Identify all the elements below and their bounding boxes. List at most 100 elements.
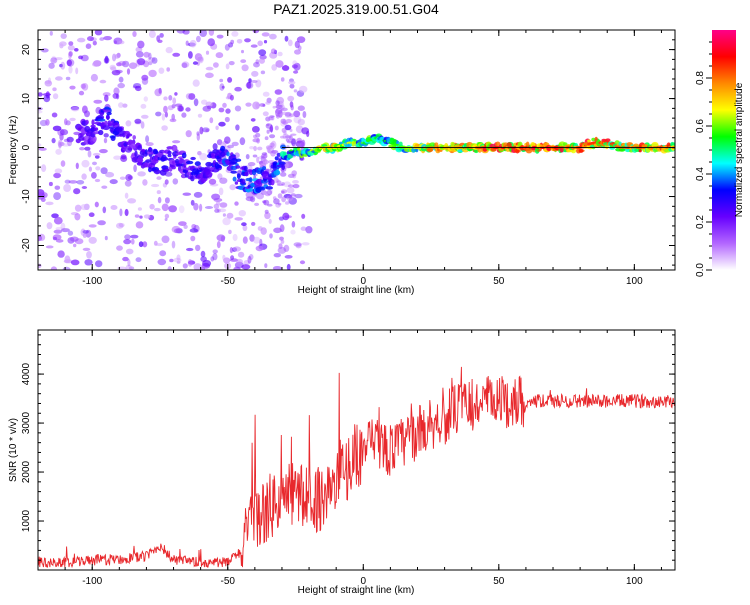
noise-blob [273,253,281,258]
noise-blob [261,32,270,37]
noise-blob [188,51,193,59]
noise-blob [301,213,306,219]
x-tick-label: 0 [360,576,366,587]
x-tick-label: 50 [493,576,505,587]
noise-blob [66,59,72,66]
noise-blob [262,159,269,165]
noise-blob [280,135,285,139]
ridge-blob [110,135,116,141]
snr-panel: -100 -50 0 50 100 1000 2000 3000 4000 Height of … [8,329,676,596]
noise-blob [124,180,132,187]
noise-blob [215,201,221,206]
noise-blob [200,266,205,270]
y-tick-label: 4000 [21,363,32,386]
noise-blob [268,126,273,132]
snr-series-line [38,366,675,569]
noise-blob [64,118,68,126]
noise-blob [57,250,65,258]
ridge-blob [148,146,153,153]
ridge-blob [248,177,253,183]
noise-blob [38,143,42,147]
noise-blob [273,227,282,234]
noise-blob [52,236,58,241]
noise-blob [242,236,248,244]
noise-blob [213,198,223,202]
noise-blob [159,250,167,257]
noise-blob [237,251,245,258]
noise-blob [291,64,298,69]
noise-blob [264,209,269,214]
noise-blob [226,212,234,219]
ridge-blob [190,156,196,161]
noise-blob [255,245,264,252]
noise-blob [102,92,111,97]
noise-blob [116,62,122,67]
noise-blob [92,61,101,67]
noise-blob [283,130,287,136]
snr-frame [37,329,676,571]
noise-blob [238,210,246,217]
noise-blob [228,61,235,66]
figure-title: PAZ1.2025.319.00.51.G04 [273,1,439,17]
noise-blob [247,255,252,264]
noise-blob [183,224,188,229]
ridge-blob [145,159,152,163]
noise-blob [135,51,144,58]
noise-blob [155,243,163,247]
noise-blob [202,259,212,267]
ridge-blob [137,144,143,151]
noise-blob [60,160,66,167]
noise-blob [197,55,204,64]
noise-blob [171,240,176,249]
ridge-blob [396,140,400,145]
noise-blob [132,31,137,37]
noise-blob [182,30,190,35]
noise-blob [255,59,260,65]
noise-blob [185,93,193,100]
noise-blob [118,76,124,83]
noise-blob [245,102,252,107]
ridge-blob [235,158,242,162]
noise-blob [125,248,134,255]
noise-blob [290,229,296,235]
noise-blob [245,196,254,202]
noise-blob [269,33,277,40]
noise-blob [103,36,112,41]
ridge-blob [220,145,226,152]
noise-blob [265,193,271,197]
noise-blob [97,220,106,226]
noise-blob [289,83,295,89]
noise-blob [196,131,200,136]
noise-blob [181,112,187,118]
ridge-blob [203,166,212,173]
noise-blob [104,235,108,241]
noise-blob [207,38,215,47]
noise-blob [288,195,293,199]
noise-blob [148,30,156,38]
y-tick-label: 1000 [21,509,32,532]
noise-blob [265,101,271,105]
ridge-blob [230,170,237,174]
noise-blob [118,102,124,108]
noise-blob [137,207,142,211]
noise-blob [258,58,265,64]
noise-blob [142,179,148,186]
noise-blob [270,150,276,157]
noise-blob [271,64,278,71]
colorbar-strip [712,30,736,270]
ridge-blob [221,152,226,157]
noise-blob [293,110,301,118]
y-tick-label: 0 [21,144,32,150]
noise-blob [66,136,74,143]
noise-blob [219,83,225,91]
noise-blob [73,243,77,248]
noise-blob [293,242,302,247]
noise-blob [229,247,233,254]
ridge-blob [106,112,112,116]
x-tick-label: -100 [82,276,102,287]
noise-blob [290,193,296,197]
noise-blob [128,62,138,69]
ridge-blob [450,141,455,147]
noise-blob [169,118,177,123]
